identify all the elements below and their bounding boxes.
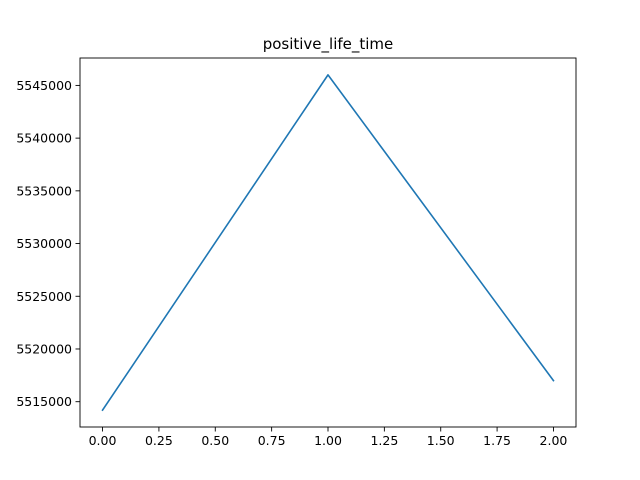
- series-line: [101, 74, 555, 412]
- x-tick-label: 1.50: [427, 433, 455, 448]
- y-tick-label: 5535000: [16, 183, 72, 198]
- y-tick-label: 5525000: [16, 289, 72, 304]
- y-tick-label: 5530000: [16, 236, 72, 251]
- axes-frame: [79, 57, 577, 428]
- y-tick-label: 5540000: [16, 131, 72, 146]
- y-tick-label: 5545000: [16, 78, 72, 93]
- x-tick-label: 1.00: [314, 433, 342, 448]
- x-tick-label: 0.25: [145, 433, 173, 448]
- x-tick-label: 0.50: [201, 433, 229, 448]
- x-tick-label: 0.00: [89, 433, 117, 448]
- x-tick-label: 1.25: [370, 433, 398, 448]
- y-tick-label: 5520000: [16, 341, 72, 356]
- x-tick-label: 0.75: [258, 433, 286, 448]
- plot-area: 0.00 0.25 0.50 0.75 1.00 1.25 1.50 1.75 2.00 5515…: [16, 57, 577, 448]
- y-tick-label: 5515000: [16, 394, 72, 409]
- x-tick-label: 1.75: [483, 433, 511, 448]
- chart-title: positive_life_time: [263, 35, 394, 54]
- x-tick-label: 2.00: [540, 433, 568, 448]
